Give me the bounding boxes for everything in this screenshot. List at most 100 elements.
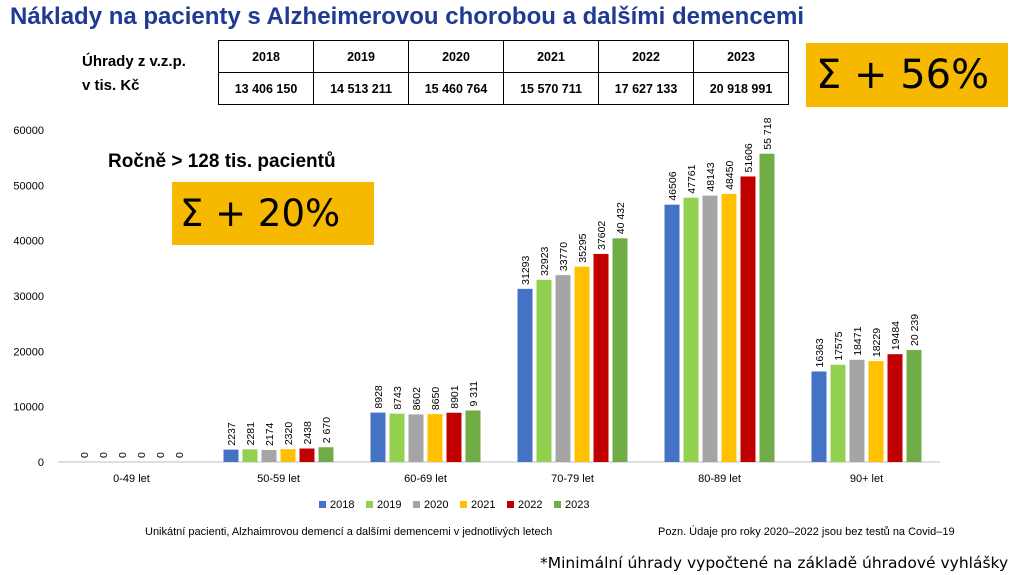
bar — [427, 414, 443, 462]
data-label: 0 — [79, 452, 91, 458]
bar — [849, 359, 865, 462]
payments-label: Úhrady z v.z.p. v tis. Kč — [82, 50, 186, 98]
payments-value-cell: 15 570 711 — [503, 72, 599, 105]
data-label: 8650 — [430, 387, 442, 411]
growth-box-patients: Σ + 20% — [172, 182, 374, 245]
x-tick-label: 80-89 let — [698, 473, 741, 485]
data-label: 0 — [136, 452, 148, 458]
payments-value-row: 13 406 150 14 513 211 15 460 764 15 570 … — [218, 72, 789, 105]
data-label: 48143 — [705, 162, 717, 191]
bar — [242, 449, 258, 462]
bar — [280, 449, 296, 462]
legend-label: 2018 — [330, 499, 354, 511]
bar — [446, 412, 462, 462]
bar — [517, 288, 533, 462]
legend-swatch — [413, 501, 420, 508]
data-label: 17575 — [833, 331, 845, 360]
bar — [465, 410, 481, 462]
payments-value-cell: 15 460 764 — [408, 72, 504, 105]
bar — [906, 350, 922, 462]
payments-year-cell: 2022 — [598, 40, 694, 73]
payments-year-cell: 2018 — [218, 40, 314, 73]
legend-label: 2023 — [565, 499, 589, 511]
legend-label: 2021 — [471, 499, 495, 511]
payments-value-cell: 20 918 991 — [693, 72, 789, 105]
data-label: 37602 — [596, 221, 608, 250]
data-label: 46506 — [667, 171, 679, 200]
data-label: 47761 — [686, 164, 698, 193]
bar — [683, 197, 699, 462]
y-tick-label: 0 — [38, 457, 44, 469]
legend-label: 2019 — [377, 499, 401, 511]
data-label: 20 239 — [909, 314, 921, 346]
data-label: 9 311 — [468, 381, 480, 407]
legend-label: 2022 — [518, 499, 542, 511]
bar — [299, 448, 315, 462]
payments-year-cell: 2020 — [408, 40, 504, 73]
data-label: 18229 — [871, 328, 883, 357]
payments-year-cell: 2021 — [503, 40, 599, 73]
y-tick-label: 60000 — [13, 125, 44, 137]
bar — [593, 253, 609, 462]
bar — [740, 176, 756, 463]
bar — [536, 279, 552, 462]
data-label: 8928 — [373, 385, 385, 409]
legend-swatch — [319, 501, 326, 508]
data-label: 2281 — [245, 422, 257, 446]
data-label: 2174 — [264, 422, 276, 446]
x-tick-label: 90+ let — [850, 473, 883, 485]
footnote: *Minimální úhrady vypočtené na základě ú… — [540, 554, 1009, 572]
data-label: 16363 — [814, 338, 826, 367]
y-tick-label: 50000 — [13, 180, 44, 192]
payments-year-cell: 2019 — [313, 40, 409, 73]
payments-label-line1: Úhrady z v.z.p. — [82, 53, 186, 70]
data-label: 0 — [117, 452, 129, 458]
data-label: 32923 — [539, 246, 551, 275]
data-label: 18471 — [852, 326, 864, 355]
x-tick-label: 50-59 let — [257, 473, 300, 485]
x-tick-label: 60-69 let — [404, 473, 447, 485]
bar — [612, 238, 628, 462]
data-label: 55 718 — [762, 117, 774, 149]
bar — [887, 354, 903, 462]
data-label: 2438 — [302, 421, 314, 445]
legend-swatch — [366, 501, 373, 508]
bar — [574, 266, 590, 462]
payments-value-cell: 14 513 211 — [313, 72, 409, 105]
data-label: 33770 — [558, 242, 570, 271]
chart-note: Pozn. Údaje pro roky 2020–2022 jsou bez … — [658, 526, 955, 538]
x-tick-label: 70-79 let — [551, 473, 594, 485]
bar — [555, 275, 571, 462]
data-label: 40 432 — [615, 202, 627, 234]
patients-note: Ročně > 128 tis. pacientů — [108, 151, 336, 172]
legend-swatch — [554, 501, 561, 508]
data-label: 8602 — [411, 387, 423, 411]
bar — [664, 204, 680, 462]
data-label: 51606 — [743, 143, 755, 172]
data-label: 0 — [174, 452, 186, 458]
bar — [868, 361, 884, 462]
payments-year-row: 2018 2019 2020 2021 2022 2023 — [218, 40, 789, 73]
payments-table: 2018 2019 2020 2021 2022 2023 13 406 150… — [218, 40, 789, 105]
y-tick-label: 40000 — [13, 236, 44, 248]
bar — [318, 447, 334, 462]
bar — [721, 193, 737, 462]
bar — [408, 414, 424, 462]
data-label: 8743 — [392, 386, 404, 410]
data-label: 8901 — [449, 385, 461, 409]
legend-swatch — [460, 501, 467, 508]
growth-box-payments: Σ + 56% — [806, 43, 1008, 107]
bar — [261, 449, 277, 462]
bar — [223, 449, 239, 462]
x-tick-label: 0-49 let — [113, 473, 150, 485]
bar — [811, 371, 827, 462]
payments-value-cell: 17 627 133 — [598, 72, 694, 105]
bar — [830, 364, 846, 462]
y-tick-label: 10000 — [13, 402, 44, 414]
data-label: 2 670 — [321, 417, 333, 443]
bar — [702, 195, 718, 462]
data-label: 2320 — [283, 422, 295, 446]
page-title: Náklady na pacienty s Alzheimerovou chor… — [10, 3, 805, 30]
payments-label-line2: v tis. Kč — [82, 77, 140, 94]
